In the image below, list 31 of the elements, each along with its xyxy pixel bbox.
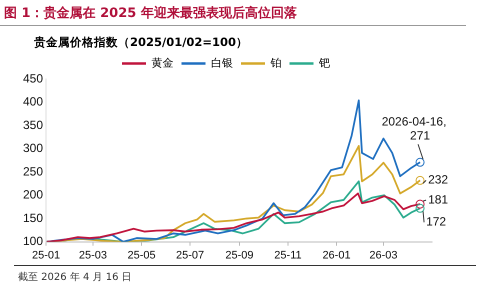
legend-label: 黄金 [152, 56, 174, 70]
y-tick-label: 300 [22, 141, 44, 156]
annotation: 181 [428, 192, 448, 206]
point [416, 176, 425, 185]
y-tick-label: 400 [22, 94, 44, 109]
y-tick-label: 100 [22, 234, 44, 248]
chart-subtitle: 贵金属价格指数（2025/01/02=100） [33, 34, 250, 50]
x-tick-label: 25-07 [176, 249, 204, 262]
legend-label: 铂 [270, 58, 282, 70]
x-tick-label: 25-11 [274, 249, 302, 262]
y-tick-label: 450 [22, 71, 44, 86]
x-tick-label: 26-01 [322, 249, 351, 262]
legend-label: 白银 [211, 58, 233, 70]
y-tick-label: 350 [22, 118, 44, 132]
x-tick-label: 25-01 [32, 249, 60, 262]
y-tick-label: 200 [22, 188, 44, 202]
annotation: 172 [426, 214, 446, 229]
legend-label: 钯 [318, 58, 330, 70]
y-tick-label: 250 [22, 164, 44, 178]
annotation: 2026-04-16, 271 [382, 114, 446, 143]
point [416, 200, 425, 209]
x-tick-label: 25-09 [225, 249, 254, 262]
point [416, 204, 425, 213]
text: 截至 2026 年 4 月 16 日 [14, 265, 476, 284]
x-tick-label: 26-03 [369, 249, 398, 262]
annotation: 232 [428, 172, 448, 187]
y-tick-label: 150 [22, 210, 44, 225]
chart-title: 图 1：贵金属在 2025 年迎来最强表现后高位回落 [0, 0, 466, 26]
x-tick-label: 25-05 [127, 249, 156, 262]
x-tick-label: 25-03 [78, 249, 108, 262]
point [416, 158, 425, 167]
